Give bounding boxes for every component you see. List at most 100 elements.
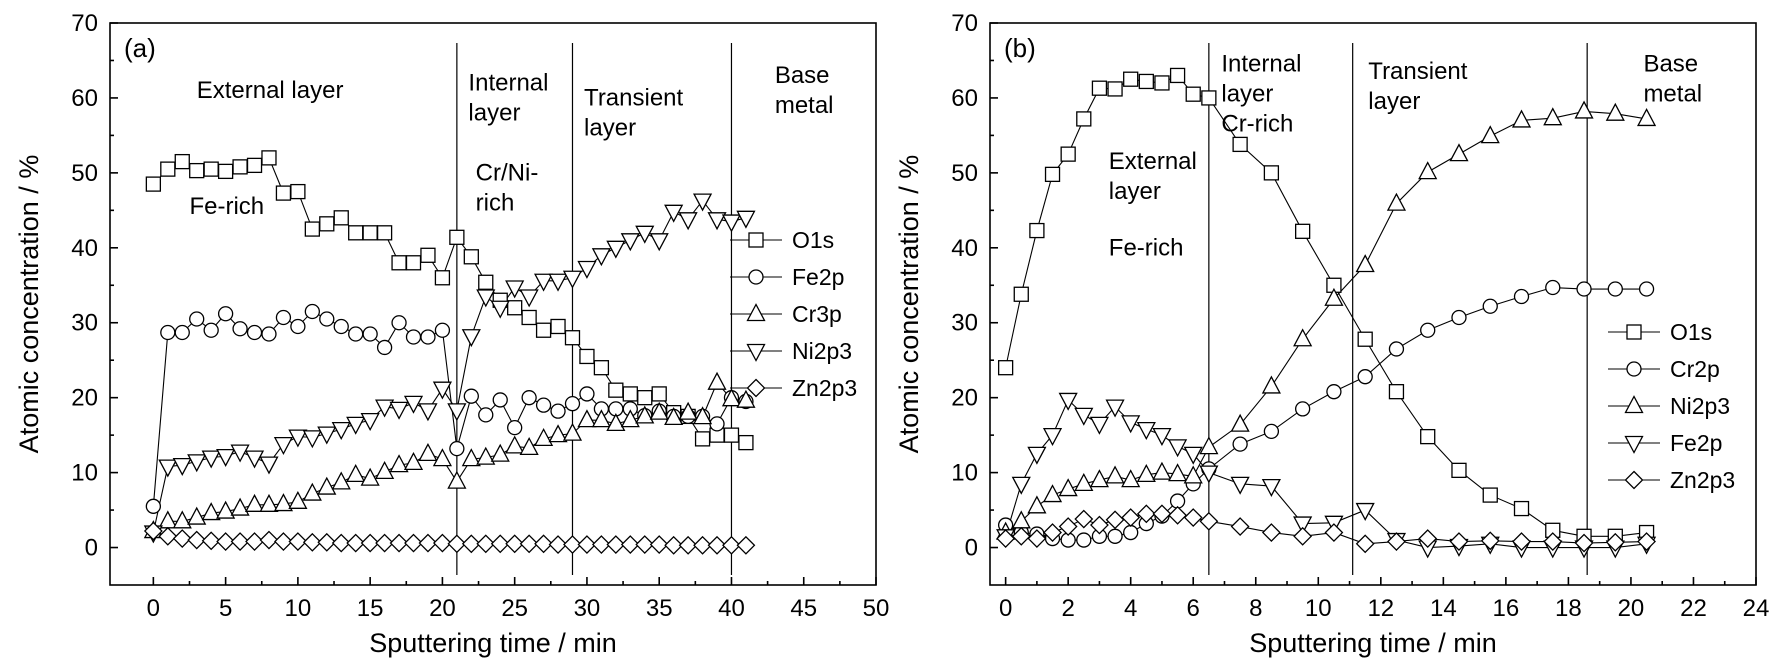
data-point: [1511, 109, 1532, 128]
data-point: [463, 388, 479, 404]
data-point: [362, 225, 378, 241]
data-point: [201, 531, 221, 551]
data-point: [160, 161, 176, 177]
data-point: [447, 403, 467, 422]
data-point: [346, 416, 366, 435]
x-tick-label: 0: [999, 595, 1012, 622]
data-point: [476, 289, 496, 308]
data-point: [1091, 80, 1108, 96]
data-point: [246, 324, 263, 341]
data-point: [1043, 523, 1062, 542]
data-point: [1418, 529, 1438, 548]
data-point: [187, 454, 207, 473]
region-annotation: layer: [468, 99, 520, 126]
data-point: [391, 255, 407, 271]
data-point: [1058, 517, 1078, 536]
panel-label: (a): [124, 33, 156, 63]
data-point: [1152, 427, 1172, 447]
region-annotation: Fe-rich: [1109, 234, 1184, 261]
data-point: [637, 390, 653, 406]
data-point: [1420, 322, 1436, 338]
data-point: [1418, 161, 1438, 180]
data-point: [577, 260, 597, 279]
data-point: [1168, 463, 1188, 482]
data-point: [1089, 469, 1110, 488]
y-axis-label: Atomic concentration / %: [14, 155, 44, 454]
data-point: [521, 390, 537, 406]
data-point: [1185, 86, 1201, 102]
legend-label: O1s: [792, 227, 834, 253]
y-tick-label: 10: [71, 460, 98, 487]
data-point: [997, 360, 1014, 376]
data-point: [1482, 298, 1498, 314]
data-point: [1295, 223, 1311, 239]
y-tick-label: 50: [951, 160, 978, 187]
data-point: [172, 529, 192, 548]
data-point: [476, 446, 496, 465]
panel-label: (b): [1004, 33, 1036, 63]
region-annotation: Cr-rich: [1221, 111, 1293, 138]
legend-marker: [1626, 361, 1642, 377]
y-tick-label: 70: [951, 10, 978, 37]
legend: O1s Cr2p Ni2p3 Fe2p Zn2p3: [1608, 319, 1735, 493]
series-line-ni2p3: [152, 199, 747, 533]
data-point: [1607, 281, 1623, 297]
data-point: [319, 311, 335, 327]
data-point: [692, 406, 713, 425]
data-point: [145, 498, 162, 514]
data-point: [333, 318, 349, 335]
data-point: [1420, 428, 1436, 445]
data-point: [476, 534, 496, 554]
x-tick-label: 14: [1430, 595, 1457, 622]
data-point: [519, 436, 539, 456]
data-point: [1324, 523, 1344, 542]
data-point: [519, 289, 539, 308]
data-point: [217, 306, 234, 322]
x-tick-label: 45: [790, 595, 817, 622]
data-point: [1074, 472, 1094, 491]
data-point: [275, 185, 292, 201]
data-point: [490, 300, 510, 319]
x-tick-label: 12: [1367, 595, 1394, 622]
data-point: [678, 535, 698, 555]
data-point: [1293, 328, 1313, 347]
data-point: [187, 530, 207, 550]
data-point: [1168, 439, 1188, 458]
data-point: [187, 506, 207, 525]
data-point: [996, 529, 1016, 548]
data-point: [203, 161, 219, 177]
legend-label: Zn2p3: [1670, 467, 1735, 493]
data-point: [664, 204, 684, 223]
x-tick-label: 25: [501, 595, 528, 622]
data-point: [1105, 465, 1125, 484]
data-point: [678, 212, 698, 231]
data-point: [434, 270, 451, 286]
data-point: [562, 270, 583, 289]
region-annotation: Internal: [1221, 51, 1301, 78]
data-point: [158, 459, 178, 478]
data-point: [290, 183, 306, 200]
data-point: [273, 436, 294, 456]
data-point: [245, 532, 264, 551]
data-point: [564, 330, 581, 346]
data-point: [1232, 436, 1248, 452]
data-point: [403, 395, 424, 414]
x-tick-label: 15: [357, 595, 384, 622]
data-point: [1105, 510, 1125, 530]
region-annotation: metal: [1643, 81, 1702, 108]
data-point: [1044, 166, 1061, 183]
data-point: [360, 412, 380, 432]
data-point: [1543, 532, 1563, 551]
data-point: [736, 535, 756, 555]
data-point: [461, 329, 481, 348]
x-tick-label: 4: [1124, 595, 1137, 622]
x-tick-label: 22: [1680, 595, 1707, 622]
data-point: [1355, 534, 1375, 554]
data-point: [1263, 423, 1280, 440]
y-tick-label: 20: [951, 385, 978, 412]
data-point: [1029, 222, 1045, 239]
panel-a: 0 5 10 15 20 25 30 35 40 45 50 0 10 20 30 40 50 60 70 Sputt…: [14, 10, 889, 658]
data-point: [1168, 505, 1188, 525]
data-point: [534, 427, 554, 447]
data-point: [375, 399, 395, 418]
